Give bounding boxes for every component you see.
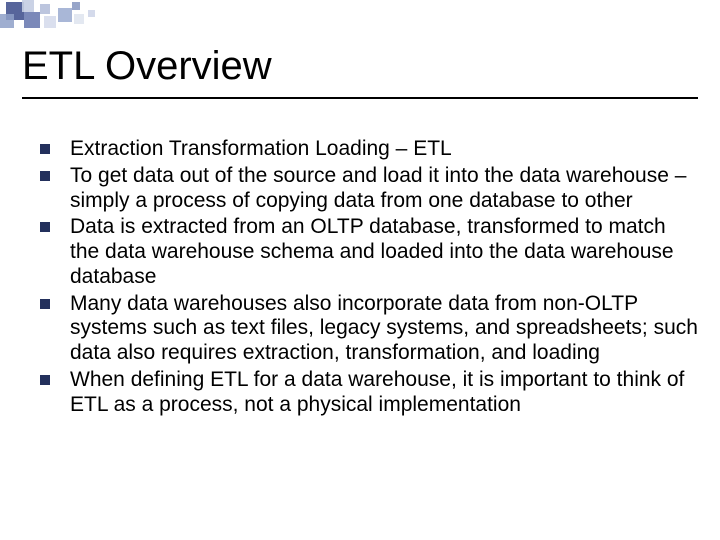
decor-square (74, 14, 84, 24)
decor-square (72, 2, 80, 10)
decor-square (44, 16, 56, 28)
decor-square (0, 14, 14, 28)
bullet-item: Many data warehouses also incorporate da… (40, 292, 698, 366)
bullet-item: Extraction Transformation Loading – ETL (40, 137, 698, 162)
bullet-list: Extraction Transformation Loading – ETLT… (22, 137, 698, 417)
bullet-item: To get data out of the source and load i… (40, 164, 698, 214)
bullet-item: Data is extracted from an OLTP database,… (40, 215, 698, 289)
corner-decoration (0, 0, 720, 34)
decor-square (88, 10, 95, 17)
decor-square (22, 0, 34, 12)
decor-square (58, 8, 72, 22)
decor-square (24, 12, 40, 28)
bullet-item: When defining ETL for a data warehouse, … (40, 368, 698, 418)
decor-square (40, 4, 50, 14)
title-rule (22, 97, 698, 99)
slide-content: ETL Overview Extraction Transformation L… (22, 44, 698, 419)
slide-title: ETL Overview (22, 44, 698, 89)
